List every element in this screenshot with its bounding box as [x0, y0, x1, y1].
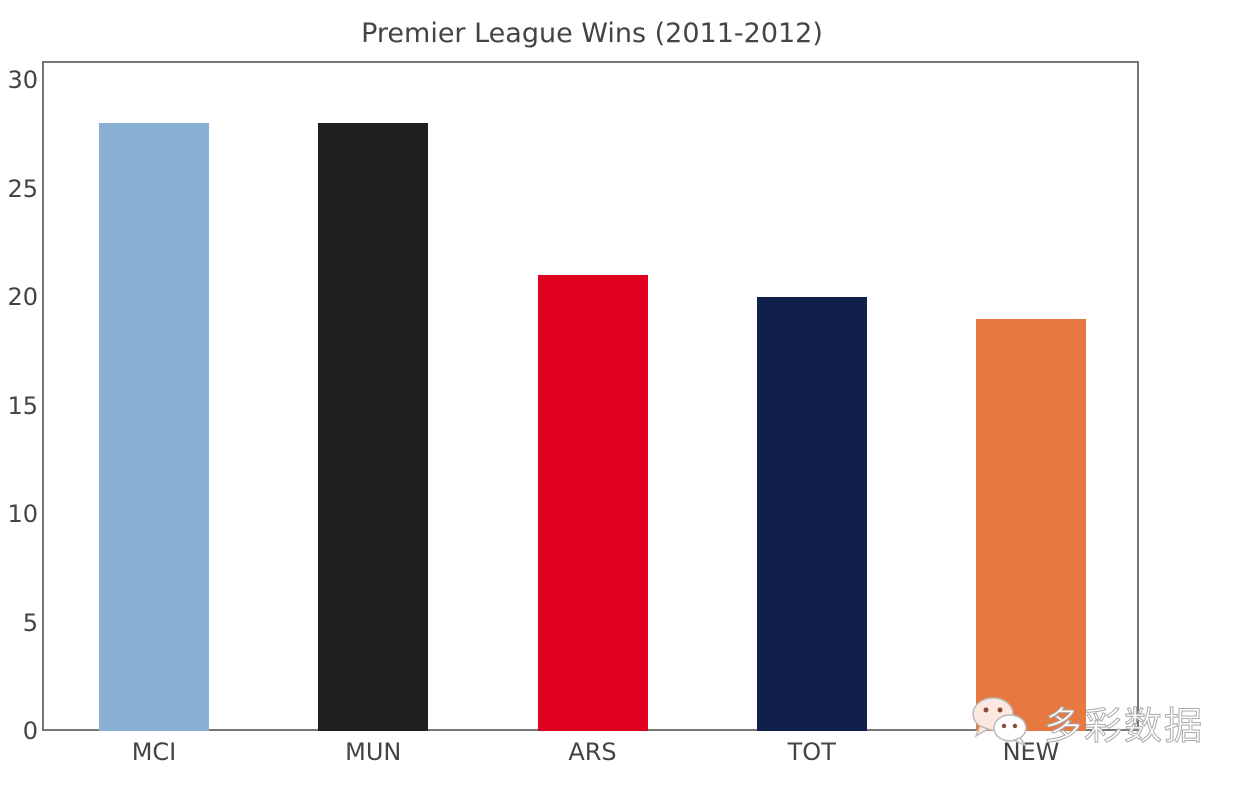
bar-tot	[756, 297, 867, 731]
x-tick-label: MCI	[131, 738, 177, 766]
chart-title: Premier League Wins (2011-2012)	[361, 18, 823, 49]
bar-mun	[318, 123, 429, 731]
bar-mci	[99, 123, 209, 731]
y-tick-label: 25	[7, 174, 38, 203]
x-tick-label: ARS	[568, 738, 617, 766]
x-tick-label: MUN	[345, 738, 402, 766]
bar-ars	[537, 275, 648, 731]
wechat-icon	[968, 692, 1038, 752]
bar-new	[976, 318, 1086, 731]
y-tick-label: 15	[7, 391, 38, 420]
y-tick-label: 0	[22, 717, 38, 745]
x-tick-label: NEW	[1002, 738, 1060, 766]
x-tick-label: TOT	[787, 738, 836, 766]
watermark: 多彩数据	[968, 692, 1204, 752]
watermark-text: 多彩数据	[1043, 703, 1205, 748]
y-tick-label: 30	[7, 66, 38, 94]
y-tick-label: 20	[7, 283, 38, 311]
y-tick-label: 10	[7, 500, 38, 528]
y-tick-label: 5	[22, 608, 38, 637]
